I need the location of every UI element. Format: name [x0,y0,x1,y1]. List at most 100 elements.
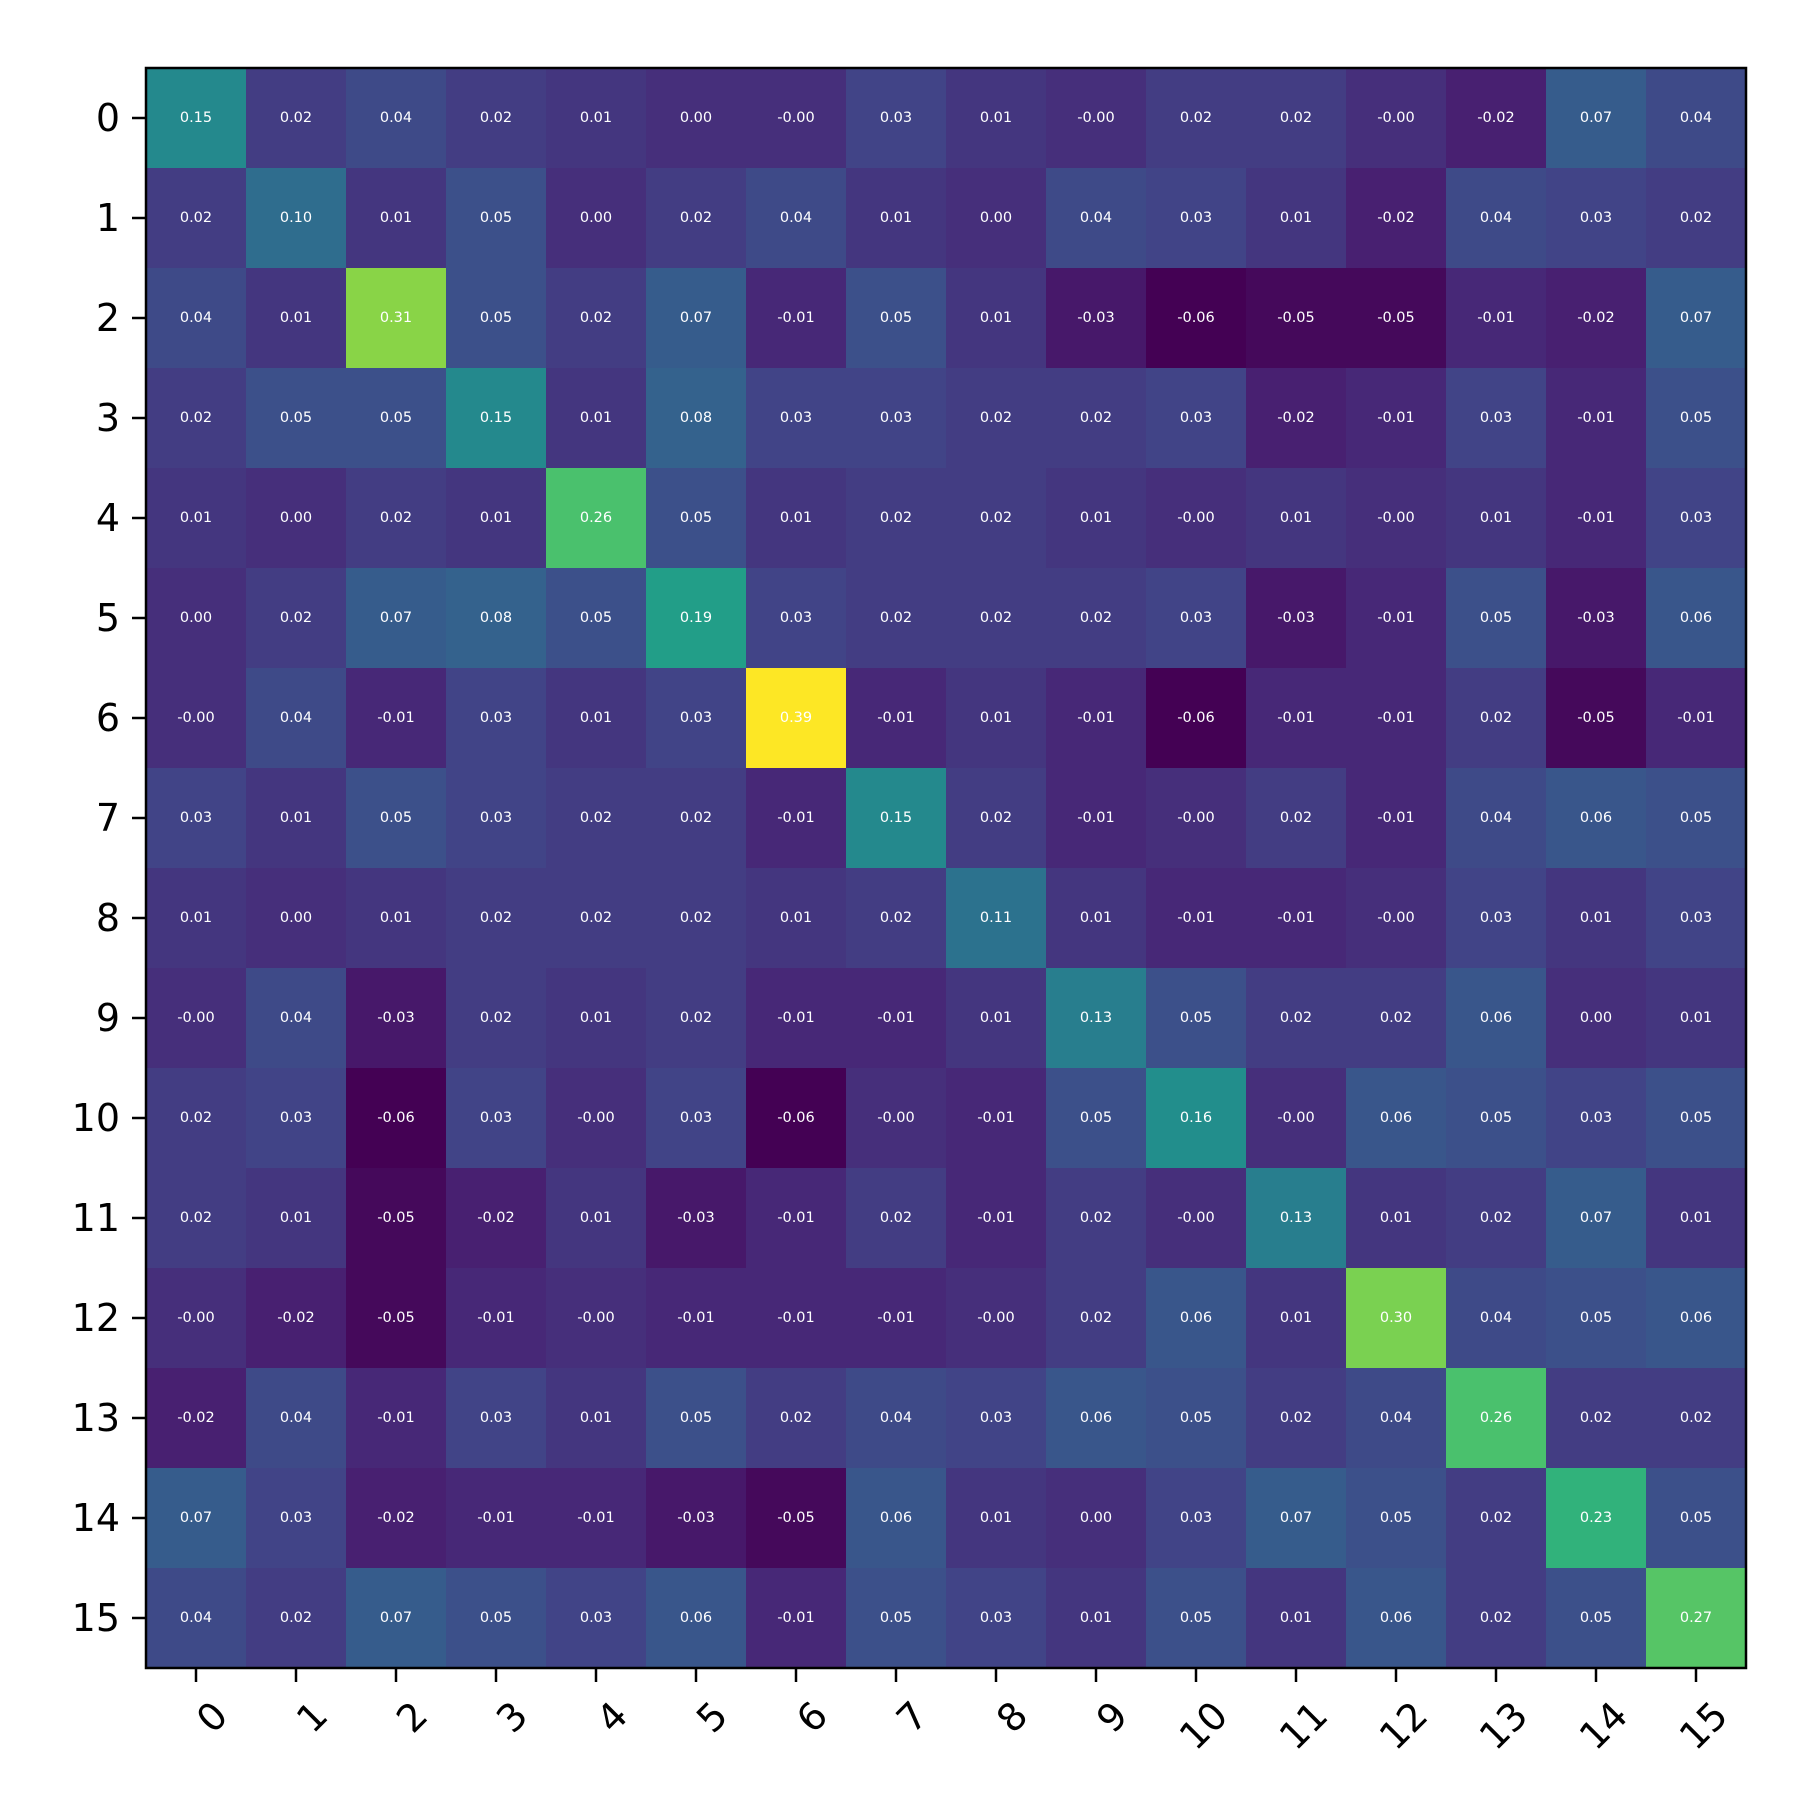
cell-value-label: 0.02 [880,510,912,526]
cell-value-label: 0.05 [1680,810,1712,826]
cell-value-label: 0.02 [1280,1010,1312,1026]
heatmap-cell-r7-c4 [546,768,647,869]
heatmap-cell-r10-c11 [1246,1068,1347,1169]
cell-value-label: -0.06 [1177,310,1215,326]
cell-value-label: 0.02 [580,910,612,926]
heatmap-cell-r0-c13 [1446,68,1547,169]
heatmap-cell-r7-c11 [1246,768,1347,869]
heatmap-cell-r8-c4 [546,868,647,969]
heatmap-cell-r11-c1 [246,1168,347,1269]
heatmap-cell-r1-c8 [946,168,1047,269]
cell-value-label: 0.02 [1480,1510,1512,1526]
heatmap-cell-r12-c14 [1546,1268,1647,1369]
heatmap-cell-r8-c0 [146,868,247,969]
cell-value-label: 0.05 [280,410,312,426]
cell-value-label: 0.01 [480,510,512,526]
cell-value-label: 0.04 [1680,110,1712,126]
cell-value-label: 0.04 [280,710,312,726]
cell-value-label: 0.02 [180,1210,212,1226]
heatmap-cell-r9-c7 [846,968,947,1069]
heatmap-cell-r0-c6 [746,68,847,169]
cell-value-label: 0.03 [480,810,512,826]
heatmap-cell-r14-c4 [546,1468,647,1569]
cell-value-label: 0.01 [1280,1610,1312,1626]
heatmap-cell-r11-c3 [446,1168,547,1269]
heatmap-cell-r14-c5 [646,1468,747,1569]
cell-value-label: -0.05 [1577,710,1615,726]
heatmap-cell-r0-c5 [646,68,747,169]
cell-value-label: 0.01 [980,710,1012,726]
heatmap-cell-r10-c5 [646,1068,747,1169]
heatmap-cell-r4-c6 [746,468,847,569]
cell-value-label: -0.01 [1377,810,1415,826]
cell-value-label: 0.01 [1280,210,1312,226]
heatmap-cell-r9-c14 [1546,968,1647,1069]
heatmap-cell-r15-c12 [1346,1568,1447,1669]
cell-value-label: 0.02 [180,410,212,426]
heatmap-cell-r9-c10 [1146,968,1247,1069]
heatmap-cell-r13-c2 [346,1368,447,1469]
heatmap-cell-r13-c3 [446,1368,547,1469]
cell-value-label: 0.04 [1380,1410,1412,1426]
heatmap-cell-r1-c12 [1346,168,1447,269]
y-tick-label: 8 [96,896,120,940]
cell-value-label: 0.02 [680,210,712,226]
cell-value-label: -0.02 [1477,110,1515,126]
heatmap-cell-r8-c6 [746,868,847,969]
cell-value-label: 0.01 [180,510,212,526]
cell-value-label: 0.13 [1080,1010,1112,1026]
cell-value-label: 0.01 [780,910,812,926]
y-tick-label: 15 [72,1596,120,1640]
heatmap-cell-r12-c6 [746,1268,847,1369]
cell-value-label: -0.05 [377,1310,415,1326]
heatmap-cell-r0-c10 [1146,68,1247,169]
cell-value-label: 0.03 [480,1110,512,1126]
cell-value-label: 0.06 [1480,1010,1512,1026]
cell-value-label: -0.00 [977,1310,1015,1326]
cell-value-label: 0.02 [1080,1310,1112,1326]
cell-value-label: -0.01 [877,1010,915,1026]
heatmap-cell-r3-c14 [1546,368,1647,469]
cell-value-label: 0.01 [980,1010,1012,1026]
heatmap-cell-r13-c7 [846,1368,947,1469]
cell-value-label: -0.01 [477,1310,515,1326]
heatmap-cell-r6-c2 [346,668,447,769]
heatmap-cell-r11-c15 [1646,1168,1747,1269]
cell-value-label: 0.03 [1680,510,1712,526]
cell-value-label: -0.02 [477,1210,515,1226]
heatmap-cell-r12-c7 [846,1268,947,1369]
cell-value-label: 0.07 [380,610,412,626]
heatmap-cell-r7-c8 [946,768,1047,869]
cell-value-label: 0.02 [180,1110,212,1126]
heatmap-cell-r0-c4 [546,68,647,169]
cell-value-label: 0.19 [680,610,712,626]
y-tick-label: 2 [96,296,120,340]
heatmap-cell-r2-c11 [1246,268,1347,369]
cell-value-label: 0.01 [1380,1210,1412,1226]
y-tick-label: 3 [96,396,120,440]
heatmap-cell-r8-c13 [1446,868,1547,969]
heatmap-cell-r14-c6 [746,1468,847,1569]
cell-value-label: 0.05 [380,410,412,426]
cell-value-label: 0.02 [880,610,912,626]
heatmap-cell-r0-c1 [246,68,347,169]
cell-value-label: -0.01 [777,1210,815,1226]
heatmap-cell-r11-c2 [346,1168,447,1269]
cell-value-label: 0.00 [680,110,712,126]
heatmap-cell-r9-c15 [1646,968,1747,1069]
cell-value-label: 0.02 [1680,1410,1712,1426]
heatmap-cell-r9-c12 [1346,968,1447,1069]
cell-value-label: 0.04 [380,110,412,126]
cell-value-label: 0.03 [1180,1510,1212,1526]
cell-value-label: 0.03 [1180,210,1212,226]
cell-value-label: 0.03 [480,710,512,726]
heatmap-cell-r7-c9 [1046,768,1147,869]
y-tick-label: 5 [96,596,120,640]
heatmap-cell-r2-c8 [946,268,1047,369]
cell-value-label: 0.01 [1080,1610,1112,1626]
heatmap-cell-r13-c13 [1446,1368,1547,1469]
cell-value-label: 0.02 [1180,110,1212,126]
cell-value-label: 0.05 [1480,610,1512,626]
heatmap-cell-r3-c15 [1646,368,1747,469]
